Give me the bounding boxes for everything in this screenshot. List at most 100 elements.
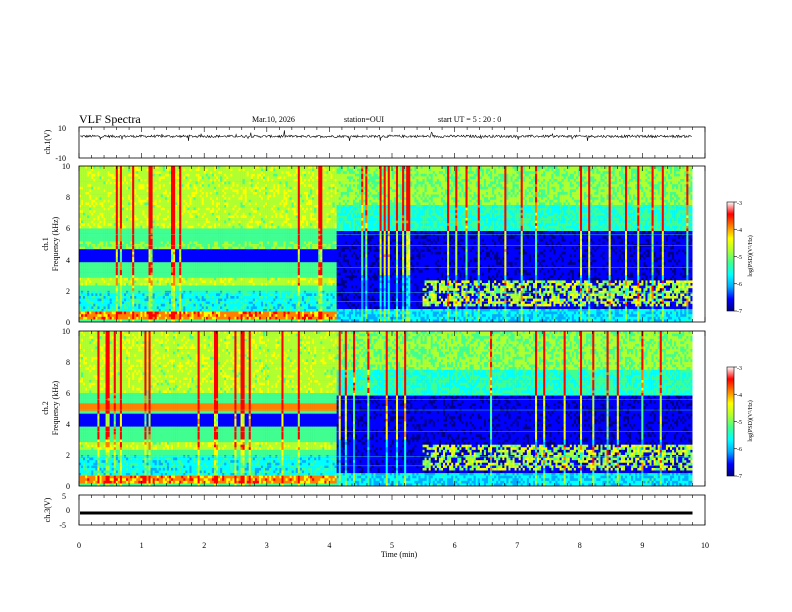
spectrogram-cell: [95, 239, 97, 242]
spectrogram-cell: [99, 314, 101, 317]
spectrogram-cell: [85, 309, 87, 312]
spectrogram-cell: [91, 192, 93, 195]
spectrogram-cell: [81, 179, 83, 182]
spectrogram-cell: [112, 293, 114, 296]
spectrogram-cell: [97, 249, 99, 252]
spectrogram-cell: [112, 197, 114, 200]
spectrogram-cell: [106, 171, 108, 174]
spectrogram-cell: [91, 304, 93, 307]
spectrogram-cell: [91, 262, 93, 265]
spectrogram-cell: [99, 197, 101, 200]
spectrogram-cell: [97, 189, 99, 192]
spectrogram-cell: [89, 306, 91, 309]
start-time-label: start UT = 5 : 20 : 0: [438, 115, 501, 124]
spectrogram-cell: [110, 309, 112, 312]
spectrogram-cell: [99, 286, 101, 289]
spectrogram-cell: [101, 176, 103, 179]
spectrogram-cell: [81, 288, 83, 291]
spectrogram-cell: [81, 314, 83, 317]
spectrogram-cell: [93, 293, 95, 296]
spectrogram-cell: [87, 182, 89, 185]
spectrogram-cell: [108, 309, 110, 312]
spectrogram-cell: [95, 192, 97, 195]
spectrogram-cell: [85, 213, 87, 216]
spectrogram-cell: [101, 254, 103, 257]
spectrogram-cell: [106, 260, 108, 263]
spectrogram-cell: [81, 231, 83, 234]
spectrogram-cell: [106, 169, 108, 172]
spectrogram-cell: [85, 234, 87, 237]
spectrogram-cell: [91, 247, 93, 250]
spectrogram-cell: [89, 182, 91, 185]
spectrogram-cell: [99, 312, 101, 315]
spectrogram-cell: [108, 182, 110, 185]
spectrogram-cell: [106, 231, 108, 234]
spectrogram-cell: [83, 283, 85, 286]
spectrogram-cell: [93, 241, 95, 244]
spectrogram-cell: [101, 293, 103, 296]
spectrogram-cell: [112, 288, 114, 291]
spectrogram-cell: [99, 254, 101, 257]
spectrogram-cell: [108, 267, 110, 270]
ch1-waveform-ytick-top: 10: [58, 124, 66, 133]
spectrogram-cell: [81, 299, 83, 302]
spectrogram-cell: [93, 283, 95, 286]
spectrogram-cell: [97, 187, 99, 190]
spectrogram-cell: [106, 200, 108, 203]
spectrogram-cell: [106, 247, 108, 250]
spectrogram-cell: [85, 270, 87, 273]
spectrogram-cell: [85, 241, 87, 244]
spectrogram-cell: [101, 205, 103, 208]
spectrogram-cell: [101, 280, 103, 283]
spectrogram-cell: [99, 179, 101, 182]
spectrogram-cell: [81, 189, 83, 192]
spectrogram-cell: [91, 189, 93, 192]
spectrogram-cell: [83, 169, 85, 172]
spectrogram-cell: [93, 280, 95, 283]
spectrogram-cell: [83, 260, 85, 263]
spectrogram-cell: [114, 202, 116, 205]
spectrogram-cell: [101, 286, 103, 289]
spectrogram-cell: [89, 254, 91, 257]
spectrogram-cell: [89, 179, 91, 182]
spectrogram-cell: [91, 312, 93, 315]
spectrogram-cell: [87, 218, 89, 221]
spectrogram-cell: [97, 306, 99, 309]
spectrogram-cell: [85, 293, 87, 296]
spectrogram-cell: [87, 239, 89, 242]
spectrogram-cell: [112, 239, 114, 242]
spectrogram-cell: [91, 213, 93, 216]
spectrogram-cell: [104, 241, 106, 244]
spectrogram-cell: [95, 312, 97, 315]
spectrogram-cell: [112, 260, 114, 263]
spectrogram-cell: [110, 200, 112, 203]
spectrogram-cell: [85, 299, 87, 302]
spectrogram-cell: [99, 260, 101, 263]
spectrogram-cell: [81, 208, 83, 211]
spectrogram-cell: [108, 273, 110, 276]
spectrogram-cell: [97, 314, 99, 317]
spectrogram-cell: [83, 239, 85, 242]
spectrogram-cell: [91, 205, 93, 208]
spectrogram-cell: [87, 312, 89, 315]
spectrogram-cell: [99, 262, 101, 265]
spectrogram-cell: [93, 215, 95, 218]
spectrogram-cell: [112, 306, 114, 309]
spectrogram-cell: [87, 166, 89, 169]
spectrogram-cell: [91, 286, 93, 289]
spectrogram-cell: [83, 257, 85, 260]
spectrogram-cell: [85, 278, 87, 281]
spectrogram-cell: [112, 262, 114, 265]
spectrogram-cell: [99, 288, 101, 291]
spectrogram-cell: [85, 252, 87, 255]
spectrogram-cell: [108, 254, 110, 257]
spectrogram-cell: [87, 223, 89, 226]
spectrogram-cell: [89, 273, 91, 276]
spectrogram-cell: [110, 205, 112, 208]
spectrogram-cell: [110, 184, 112, 187]
spectrogram-cell: [95, 184, 97, 187]
spectrogram-cell: [81, 166, 83, 169]
spectrogram-cell: [83, 215, 85, 218]
spectrogram-cell: [85, 182, 87, 185]
spectrogram-cell: [91, 223, 93, 226]
